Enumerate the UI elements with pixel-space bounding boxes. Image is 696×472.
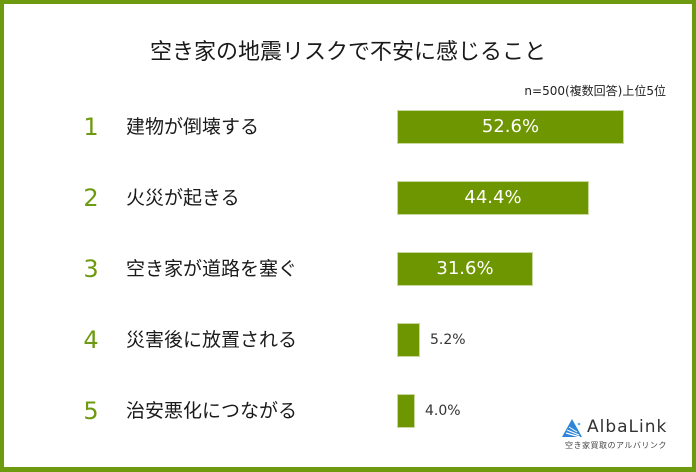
ranking-row: 4 災害後に放置される 5.2% [4, 323, 692, 357]
ranking-row: 1 建物が倒壊する 52.6% [4, 110, 692, 144]
sample-note: n=500(複数回答)上位5位 [524, 84, 666, 98]
bar: 31.6% [397, 252, 533, 286]
rank-number: 5 [83, 397, 99, 425]
bar-value: 5.2% [430, 332, 466, 348]
bar: 52.6% [397, 110, 624, 144]
ranking-row: 2 火災が起きる 44.4% [4, 181, 692, 215]
bar: 44.4% [397, 181, 589, 215]
item-label: 建物が倒壊する [126, 116, 260, 138]
item-label: 空き家が道路を塞ぐ [126, 258, 298, 280]
bar [397, 323, 420, 357]
rank-number: 3 [83, 255, 99, 283]
item-label: 治安悪化につながる [126, 400, 298, 422]
chart-title: 空き家の地震リスクで不安に感じること [149, 40, 546, 65]
ranking-row: 3 空き家が道路を塞ぐ 31.6% [4, 252, 692, 286]
bar-value: 44.4% [464, 187, 522, 208]
rank-number: 1 [83, 113, 99, 141]
rank-number: 2 [83, 184, 99, 212]
logo-tagline: 空き家買取のアルバリンク [565, 441, 667, 450]
item-label: 火災が起きる [126, 187, 240, 209]
item-label: 災害後に放置される [126, 329, 298, 351]
bar-value: 52.6% [481, 116, 540, 137]
bar-value: 4.0% [425, 403, 461, 419]
bar-value: 31.6% [436, 258, 494, 279]
mountain-logo-icon [561, 418, 583, 438]
ranking-row: 5 治安悪化につながる 4.0% [4, 394, 692, 428]
bar [397, 394, 415, 428]
rank-number: 4 [83, 326, 99, 354]
albalink-logo: AlbaLink 空き家買取のアルバリンク [559, 416, 679, 456]
logo-name: AlbaLink [587, 417, 668, 437]
